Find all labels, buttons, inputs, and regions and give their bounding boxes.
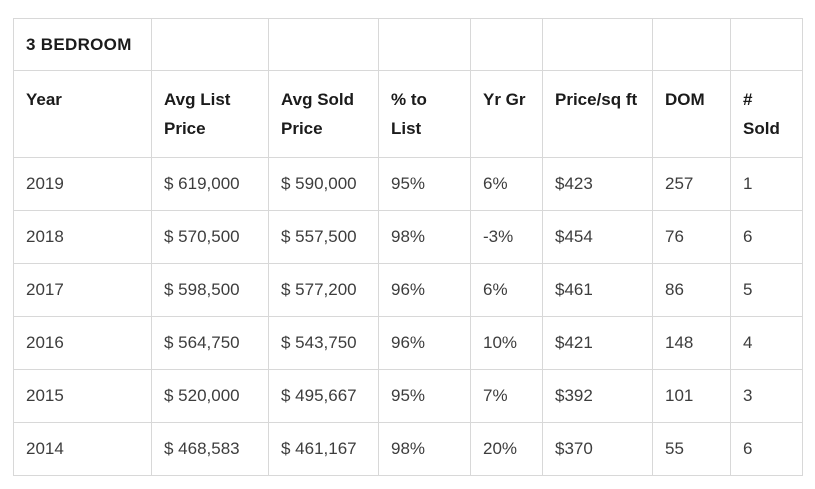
cell-year: 2015 (13, 369, 152, 423)
col-header-dom: DOM (652, 70, 731, 158)
cell-price-per-sqft: $421 (542, 316, 653, 370)
cell-avg-sold-price: $ 590,000 (268, 157, 379, 211)
table-caption: 3 BEDROOM (13, 18, 152, 71)
cell-dom: 148 (652, 316, 731, 370)
cell-pct-to-list: 96% (378, 316, 471, 370)
table-row: 2017 $ 598,500 $ 577,200 96% 6% $461 86 … (13, 263, 803, 317)
cell-avg-list-price: $ 598,500 (151, 263, 269, 317)
cell-num-sold: 6 (730, 422, 803, 476)
cell-pct-to-list: 95% (378, 369, 471, 423)
cell-avg-sold-price: $ 495,667 (268, 369, 379, 423)
table-row: 2019 $ 619,000 $ 590,000 95% 6% $423 257… (13, 157, 803, 211)
cell-avg-sold-price: $ 577,200 (268, 263, 379, 317)
cell-avg-list-price: $ 520,000 (151, 369, 269, 423)
col-header-price-per-sqft: Price/sq ft (542, 70, 653, 158)
cell-year: 2017 (13, 263, 152, 317)
cell-price-per-sqft: $454 (542, 210, 653, 264)
cell-avg-list-price: $ 570,500 (151, 210, 269, 264)
cell-price-per-sqft: $392 (542, 369, 653, 423)
caption-empty-cell (652, 18, 731, 71)
col-header-pct-to-list: % to List (378, 70, 471, 158)
cell-avg-list-price: $ 468,583 (151, 422, 269, 476)
header-row: Year Avg List Price Avg Sold Price % to … (13, 70, 803, 158)
cell-pct-to-list: 98% (378, 210, 471, 264)
cell-avg-list-price: $ 564,750 (151, 316, 269, 370)
cell-year: 2018 (13, 210, 152, 264)
cell-price-per-sqft: $461 (542, 263, 653, 317)
table-row: 2018 $ 570,500 $ 557,500 98% -3% $454 76… (13, 210, 803, 264)
cell-yr-gr: -3% (470, 210, 543, 264)
cell-avg-sold-price: $ 461,167 (268, 422, 379, 476)
caption-empty-cell (378, 18, 471, 71)
cell-avg-sold-price: $ 557,500 (268, 210, 379, 264)
cell-dom: 257 (652, 157, 731, 211)
caption-empty-cell (470, 18, 543, 71)
cell-yr-gr: 6% (470, 263, 543, 317)
cell-yr-gr: 10% (470, 316, 543, 370)
table-row: 2016 $ 564,750 $ 543,750 96% 10% $421 14… (13, 316, 803, 370)
cell-dom: 86 (652, 263, 731, 317)
table-row: 2014 $ 468,583 $ 461,167 98% 20% $370 55… (13, 422, 803, 476)
col-header-num-sold: # Sold (730, 70, 803, 158)
cell-avg-sold-price: $ 543,750 (268, 316, 379, 370)
table-row: 2015 $ 520,000 $ 495,667 95% 7% $392 101… (13, 369, 803, 423)
cell-price-per-sqft: $370 (542, 422, 653, 476)
caption-row: 3 BEDROOM (13, 18, 803, 71)
cell-num-sold: 6 (730, 210, 803, 264)
cell-num-sold: 3 (730, 369, 803, 423)
caption-empty-cell (268, 18, 379, 71)
cell-pct-to-list: 95% (378, 157, 471, 211)
caption-empty-cell (151, 18, 269, 71)
cell-pct-to-list: 96% (378, 263, 471, 317)
cell-dom: 55 (652, 422, 731, 476)
col-header-avg-list-price: Avg List Price (151, 70, 269, 158)
cell-dom: 101 (652, 369, 731, 423)
cell-yr-gr: 20% (470, 422, 543, 476)
col-header-avg-sold-price: Avg Sold Price (268, 70, 379, 158)
cell-yr-gr: 7% (470, 369, 543, 423)
cell-dom: 76 (652, 210, 731, 264)
cell-year: 2014 (13, 422, 152, 476)
caption-empty-cell (542, 18, 653, 71)
cell-year: 2019 (13, 157, 152, 211)
caption-empty-cell (730, 18, 803, 71)
cell-pct-to-list: 98% (378, 422, 471, 476)
col-header-yr-gr: Yr Gr (470, 70, 543, 158)
cell-num-sold: 4 (730, 316, 803, 370)
col-header-year: Year (13, 70, 152, 158)
cell-num-sold: 5 (730, 263, 803, 317)
cell-num-sold: 1 (730, 157, 803, 211)
cell-year: 2016 (13, 316, 152, 370)
cell-yr-gr: 6% (470, 157, 543, 211)
cell-price-per-sqft: $423 (542, 157, 653, 211)
bedroom-stats-table: 3 BEDROOM Year Avg List Price Avg Sold P… (13, 18, 803, 476)
cell-avg-list-price: $ 619,000 (151, 157, 269, 211)
